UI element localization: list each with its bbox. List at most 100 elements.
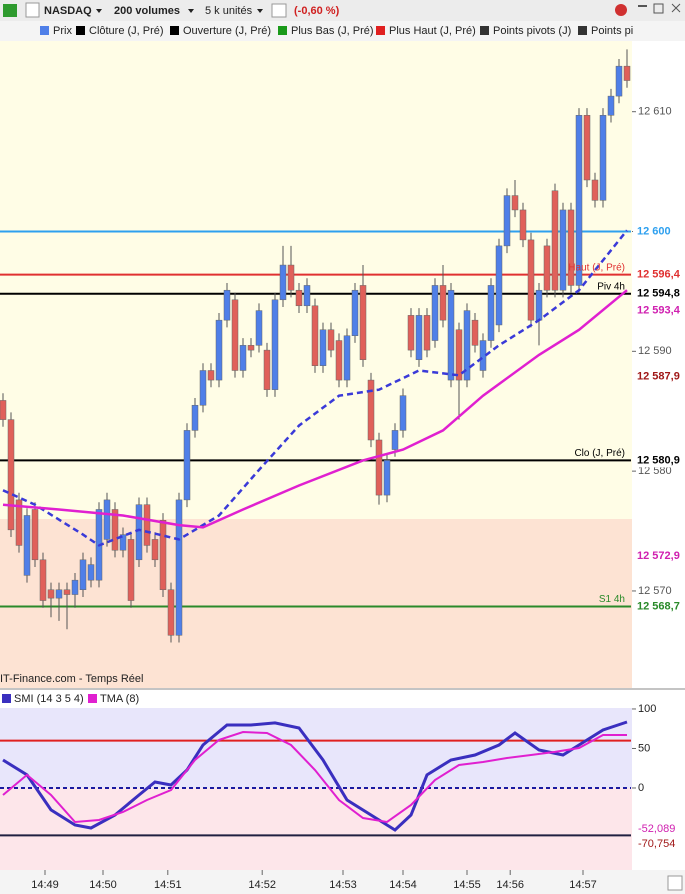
period[interactable]: 200 volumes (114, 5, 180, 17)
value-tag (633, 823, 685, 836)
y-tick-label: 0 (638, 782, 644, 794)
price-tag-label: 12 600 (637, 225, 671, 237)
candle-body (535, 289, 543, 321)
maximize[interactable] (653, 3, 664, 14)
refresh-icon[interactable] (615, 4, 627, 16)
legend-swatch (376, 26, 385, 35)
candle-body (119, 534, 127, 551)
value-tag-label: -70,754 (638, 838, 675, 850)
candle-body (415, 315, 423, 360)
y-tick-label: 100 (638, 703, 656, 715)
x-tick-label: 14:49 (31, 879, 59, 891)
candle-body (583, 115, 591, 181)
price-tag-label: 12 568,7 (637, 600, 680, 612)
candle-body (351, 289, 359, 336)
candle-body (591, 179, 599, 201)
candle-body (7, 419, 15, 531)
candle-body (447, 289, 455, 381)
price-tag (633, 303, 685, 318)
price-tag (633, 267, 685, 282)
x-tick-label: 14:55 (453, 879, 481, 891)
candle-body (47, 589, 55, 599)
candle-body (63, 589, 71, 595)
candle-body (495, 245, 503, 326)
units[interactable]: 5 k unités (205, 5, 253, 17)
candle-body (567, 209, 575, 286)
y-tick-label: 12 590 (638, 345, 672, 357)
candle-body (471, 319, 479, 346)
level-name: Clo (J, Pré) (574, 448, 625, 459)
candle-body (23, 515, 31, 576)
candle-body (543, 245, 551, 291)
legend-label: SMI (14 3 5 4) (14, 693, 84, 705)
color-button[interactable] (25, 2, 40, 18)
candle-body (279, 264, 287, 301)
symbol[interactable]: NASDAQ (44, 5, 92, 17)
scroll-button[interactable] (667, 875, 683, 891)
candle-body (551, 190, 559, 291)
candle-body (183, 430, 191, 501)
legend-swatch (278, 26, 287, 35)
candle-body (255, 310, 263, 346)
candle-body (15, 499, 23, 546)
candle-body (295, 289, 303, 307)
candle-body (231, 299, 239, 371)
candle-body (271, 299, 279, 390)
dropdown-arrow[interactable] (257, 9, 263, 13)
candle-body (423, 315, 431, 351)
level-name: S1 4h (599, 594, 625, 605)
candle-body (615, 65, 623, 97)
app-icon[interactable] (3, 4, 17, 17)
x-tick-label: 14:51 (154, 879, 182, 891)
x-tick-label: 14:52 (248, 879, 276, 891)
candle-body (407, 315, 415, 351)
watermark: IT-Finance.com - Temps Réel (0, 673, 143, 685)
candle-body (143, 504, 151, 546)
candle-body (263, 349, 271, 390)
candle-body (511, 195, 519, 211)
candle-body (399, 395, 407, 431)
candle-body (31, 509, 39, 561)
candle-body (199, 370, 207, 406)
level-name: Haut (J, Pré) (568, 262, 625, 273)
value-tag-label: -52,089 (638, 823, 675, 835)
legend-label: TMA (8) (100, 693, 139, 705)
candle-body (207, 370, 215, 381)
candle-body (79, 559, 87, 591)
candle-body (463, 310, 471, 381)
legend-label: Plus Haut (J, Pré) (389, 25, 476, 37)
dropdown-arrow[interactable] (188, 9, 194, 13)
candle-body (0, 400, 7, 420)
candle-body (135, 504, 143, 561)
candle-body (103, 499, 111, 540)
price-tag-label: 12 587,9 (637, 370, 680, 382)
candle-body (319, 329, 327, 366)
legend-label: Points pi (591, 25, 633, 37)
candle-body (151, 539, 159, 561)
candle-body (127, 539, 135, 601)
y-tick-label: 12 610 (638, 106, 672, 118)
zone-negative (0, 788, 632, 870)
candle-body (111, 509, 119, 551)
y-tick-label: 12 570 (638, 585, 672, 597)
toolbar (0, 0, 685, 21)
dropdown-arrow[interactable] (96, 9, 102, 13)
minimize[interactable] (638, 5, 647, 7)
candle-body (39, 559, 47, 601)
candle-body (455, 329, 463, 381)
candle-body (519, 209, 527, 241)
candle-body (247, 345, 255, 351)
time-labels: 14:49 14:50 14:51 14:52 14:53 14:54 14:55 14:56… (31, 870, 597, 891)
check-box[interactable] (271, 3, 287, 18)
y-tick-label: 12 580 (638, 465, 672, 477)
candle-body (191, 404, 199, 431)
close[interactable] (671, 3, 681, 13)
price-tag-label: 12 594,8 (637, 288, 680, 300)
legend-label: Clôture (J, Pré) (89, 25, 164, 37)
price-tag-label: 12 593,4 (637, 304, 681, 316)
candle-body (303, 285, 311, 307)
candle-body (87, 564, 95, 581)
legend-label: Plus Bas (J, Pré) (291, 25, 374, 37)
